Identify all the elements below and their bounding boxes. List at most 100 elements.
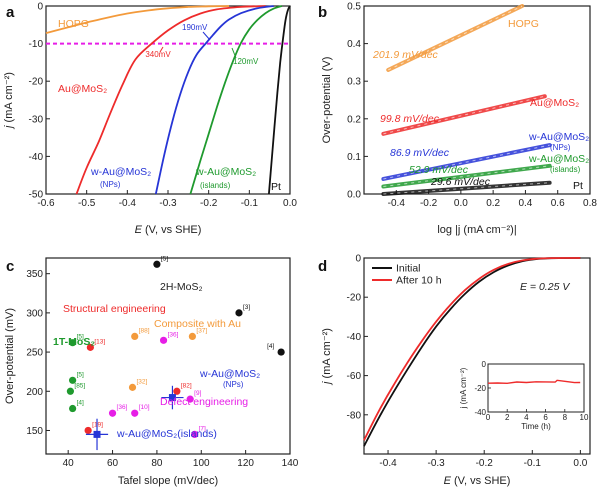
series-label: (islands) [550, 165, 581, 174]
lsv-curve-2 [154, 5, 274, 195]
x-tick-label: -0.4 [119, 198, 137, 209]
y-axis-symbol: j [321, 381, 333, 386]
x-axis-unit: (V, vs SHE) [451, 475, 511, 487]
scatter-point [277, 348, 285, 356]
inset-x-tick-label: 2 [505, 413, 510, 422]
x-tick-label: 100 [193, 458, 210, 469]
y-tick-label: -20 [29, 77, 44, 88]
reference-tag: [10] [139, 404, 150, 411]
reference-tag: [5] [161, 255, 168, 262]
inset-x-tick-label: 10 [580, 413, 589, 422]
tafel-slope-label: 99.8 mV/dec [380, 113, 440, 125]
scatter-point [84, 426, 92, 435]
scatter-point [69, 404, 77, 413]
tafel-line-0 [386, 4, 525, 72]
reference-tag: [4] [77, 400, 84, 407]
y-axis-unit: (mA cm⁻²) [3, 72, 15, 125]
annotation-label: 190mV [182, 23, 208, 32]
x-tick-label: -0.2 [200, 198, 218, 209]
x-tick-label: 0.4 [518, 198, 532, 209]
reference-tag: [5] [77, 371, 84, 378]
scatter-point [69, 339, 77, 347]
reference-tag: [5] [77, 334, 84, 341]
reference-tag: [85] [74, 382, 85, 389]
annotation-label: w-Au@MoS₂ [90, 166, 151, 178]
x-axis-symbol: E [135, 224, 143, 236]
reference-tag: [88] [139, 327, 150, 334]
x-axis-label: Tafel slope (mV/dec) [118, 475, 218, 487]
reference-tag: [19] [92, 421, 103, 428]
panel-letter-b: b [318, 4, 327, 21]
arrow-340mV [159, 46, 164, 53]
inset-trace-0 [487, 379, 581, 385]
annotation-label: Pt [271, 181, 281, 193]
x-tick-label: -0.2 [476, 458, 494, 469]
reference-tag: [9] [194, 390, 201, 397]
tafel-line-4 [381, 180, 552, 196]
inset-x-tick-label: 0 [486, 413, 491, 422]
x-tick-label: 0.0 [454, 198, 468, 209]
annotation-label: (islands) [200, 181, 231, 190]
panel-c-frame [45, 257, 291, 455]
scatter-point [86, 343, 94, 351]
y-tick-label: -40 [29, 152, 44, 163]
y-tick-label: -80 [347, 410, 362, 421]
error-point-marker [93, 430, 101, 438]
panel-d-frame [363, 257, 591, 455]
annotation-label: Au@MoS₂ [58, 83, 107, 95]
x-tick-label: 0.0 [283, 198, 297, 209]
inset-x-tick-label: 4 [524, 413, 529, 422]
y-tick-label: 0 [355, 254, 361, 265]
tafel-slope-label: 52.9 mV/dec [409, 164, 469, 176]
y-tick-label: -60 [347, 371, 362, 382]
scatter-point [173, 387, 181, 395]
series-label: HOPG [508, 18, 539, 30]
scatter-point [188, 332, 196, 340]
panel-d-stability: -0.4 -0.3 -0.2 -0.1 0.0 0 -20 -40 -60 -80 InitialA… [321, 254, 591, 487]
annotation-label: HOPG [58, 18, 89, 30]
inset-condition-label: E = 0.25 V [520, 281, 570, 293]
y-tick-label: -30 [29, 114, 44, 125]
y-tick-label: 350 [26, 269, 43, 280]
x-tick-label: -0.1 [241, 198, 259, 209]
scatter-point [159, 336, 168, 344]
series-label: w-Au@MoS₂ [528, 153, 589, 165]
x-tick-label: 120 [237, 458, 254, 469]
y-tick-label: 0.1 [347, 152, 361, 163]
panel-b-tafel: -0.4 -0.2 0.0 0.2 0.4 0.6 0.8 0.5 0.4 0.3 0.2 0.1 0.… [321, 2, 597, 237]
inset-y-axis-label: j (mA cm⁻²) [459, 367, 468, 409]
series-label: w-Au@MoS₂ [528, 131, 589, 143]
tafel-line-1 [381, 94, 547, 136]
y-tick-label: -40 [347, 332, 362, 343]
tafel-slope-label: 29.6 mV/dec [430, 176, 491, 188]
y-axis-label: j (mA cm⁻²) [3, 72, 15, 130]
y-axis-label: Over-potential (V) [321, 57, 333, 144]
reference-tag: [32] [137, 378, 148, 385]
y-tick-label: 0.5 [347, 2, 361, 13]
panel-letter-d: d [318, 258, 327, 275]
series-label: Pt [573, 180, 583, 192]
group-label: 1T-MoS₂ [53, 336, 95, 348]
scatter-point [66, 387, 74, 395]
x-tick-label: 0.8 [583, 198, 597, 209]
x-axis-unit: (V, vs SHE) [142, 224, 202, 236]
scatter-point [108, 409, 117, 417]
y-tick-label: 250 [26, 348, 43, 359]
x-tick-label: 80 [151, 458, 163, 469]
panel-b-frame [363, 5, 591, 195]
x-axis-label: log |j (mA cm⁻²)| [437, 224, 516, 236]
arrow-190mV [202, 31, 211, 41]
series-label: Au@MoS₂ [530, 97, 579, 109]
scatter-point [69, 376, 77, 384]
reference-tag: [37] [196, 327, 207, 334]
lsv-curve-0 [45, 5, 230, 34]
scatter-point [128, 383, 137, 391]
y-tick-label: -20 [347, 293, 362, 304]
panel-letter-a: a [6, 4, 15, 21]
reference-tag: [13] [94, 338, 105, 345]
error-point-marker [168, 394, 176, 402]
x-axis-symbol: E [444, 475, 452, 487]
x-axis-label: E (V, vs SHE) [444, 475, 511, 487]
x-tick-label: 60 [107, 458, 119, 469]
y-tick-label: 0.4 [347, 39, 361, 50]
